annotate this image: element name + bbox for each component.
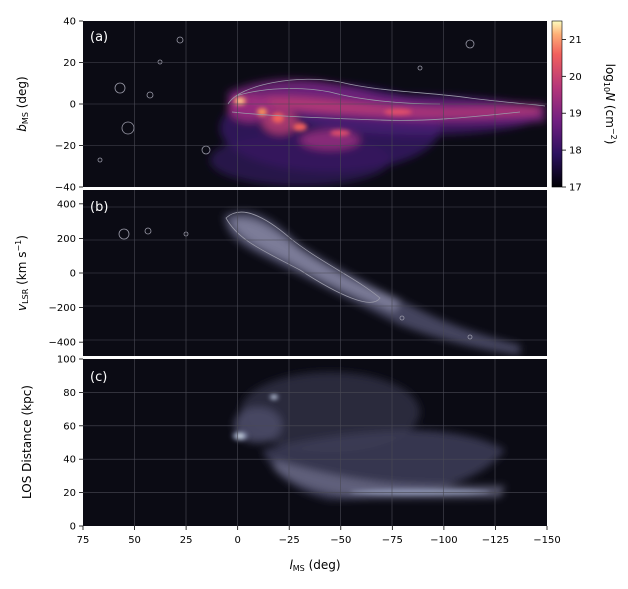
- x-tick-label: −150: [533, 535, 560, 546]
- panel-c-peaks: [230, 393, 490, 495]
- y-tick-label: 100: [57, 355, 76, 366]
- panel-a-label: (a): [90, 30, 108, 45]
- x-tick-label: −50: [330, 535, 351, 546]
- panel-b-label: (b): [90, 200, 108, 215]
- colorbar-label: log10N (cm−2): [602, 64, 618, 145]
- x-tick-label: −125: [482, 535, 509, 546]
- y-tick-label: −400: [49, 338, 76, 349]
- x-tick-label: −75: [382, 535, 403, 546]
- x-tick-label: 75: [77, 535, 90, 546]
- x-ticks: 75 50 25 0 −25 −50 −75 −100 −125 −150: [77, 526, 561, 546]
- y-tick-label: 20: [63, 488, 76, 499]
- y-tick-label: 20: [63, 58, 76, 69]
- colorbar: 21 20 19 18 17 log10N (cm−2): [551, 20, 618, 194]
- y-tick-label: 0: [70, 269, 76, 280]
- colorbar-gradient: [551, 20, 563, 188]
- panel-a-y-label: bMS (deg): [15, 76, 30, 131]
- colorbar-tick-label: 21: [569, 35, 582, 46]
- colorbar-tick-label: 17: [569, 183, 582, 194]
- y-tick-label: 40: [63, 455, 76, 466]
- panel-b-y-ticks: 400 200 0 −200 −400: [49, 199, 83, 349]
- panel-c-label: (c): [90, 370, 107, 385]
- x-tick-label: 50: [128, 535, 141, 546]
- y-tick-label: −40: [55, 183, 76, 194]
- panel-c-y-ticks: 100 80 60 40 20 0: [57, 355, 83, 533]
- panel-a-grid: [83, 21, 547, 187]
- x-axis-label: lMS (deg): [289, 558, 340, 573]
- y-tick-label: 60: [63, 421, 76, 432]
- y-tick-label: 400: [57, 199, 76, 210]
- panel-c-emission: [234, 372, 505, 500]
- y-tick-label: −20: [55, 141, 76, 152]
- y-tick-label: 200: [57, 234, 76, 245]
- panel-b: (b) 400 200 0 −200 −400 vLSR (km s−1): [14, 190, 547, 356]
- panel-c-y-label: LOS Distance (kpc): [20, 385, 34, 499]
- panel-b-emission: [224, 211, 520, 355]
- x-tick-label: −100: [430, 535, 457, 546]
- panel-c-grid: [83, 359, 547, 526]
- panel-a-emission: [210, 79, 545, 186]
- colorbar-tick-label: 20: [569, 72, 582, 83]
- x-tick-label: 0: [234, 535, 240, 546]
- y-tick-label: 0: [70, 522, 76, 533]
- y-tick-label: 0: [70, 100, 76, 111]
- panel-b-grid: [83, 190, 547, 356]
- colorbar-ticks: 21 20 19 18 17: [562, 35, 582, 194]
- x-tick-label: −25: [279, 535, 300, 546]
- x-tick-label: 25: [180, 535, 193, 546]
- panel-a-y-ticks: 40 20 0 −20 −40: [55, 17, 83, 194]
- y-tick-label: 80: [63, 388, 76, 399]
- y-tick-label: −200: [49, 303, 76, 314]
- panel-a-contours: [97, 36, 546, 163]
- colorbar-tick-label: 18: [569, 146, 582, 157]
- y-tick-label: 40: [63, 17, 76, 28]
- colorbar-tick-label: 19: [569, 109, 582, 120]
- panel-c: (c) 100 80 60 40 20 0 75 50 25 0 −25 −50 −75 −100 −12…: [20, 355, 561, 574]
- panel-a: (a) 40 20 0 −20 −40 bMS (deg): [15, 17, 547, 194]
- panel-b-y-label: vLSR (km s−1): [14, 235, 30, 311]
